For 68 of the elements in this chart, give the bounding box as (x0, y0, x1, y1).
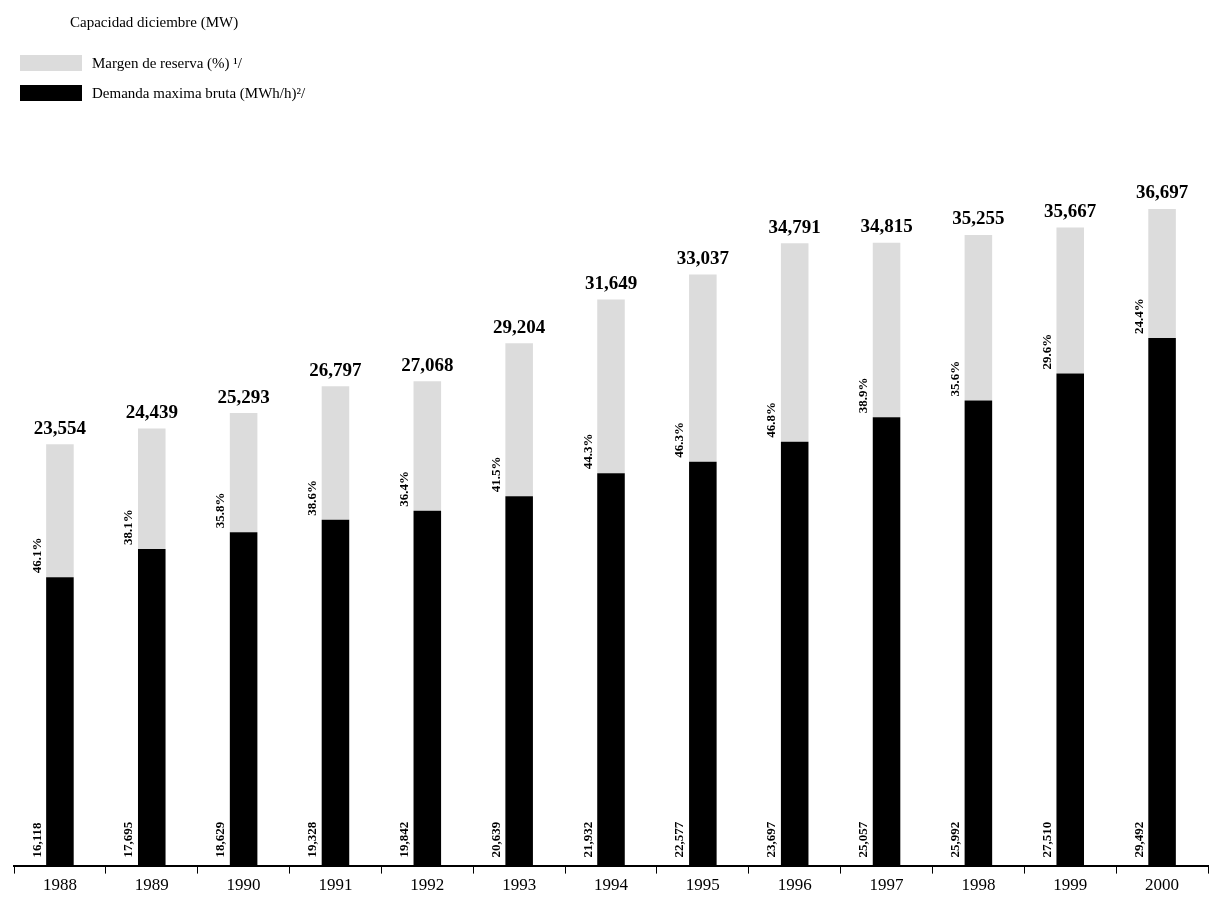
bar (413, 381, 442, 511)
data-label: 22,577 (671, 821, 687, 858)
bar (46, 444, 74, 578)
annotation: 24.4% (1130, 298, 1146, 334)
total-label: 24,439 (125, 400, 178, 422)
data-label: 27,510 (1038, 821, 1054, 858)
data-label: 17,695 (120, 821, 136, 858)
total-label: 27,068 (401, 353, 454, 375)
bar (505, 343, 533, 497)
bar (689, 274, 717, 462)
total-label: 35,255 (952, 207, 1005, 229)
x-tick-label: 2000 (1145, 875, 1180, 895)
bar (229, 413, 258, 533)
legend-label: Margen de reserva (%) ¹/ (92, 54, 242, 72)
annotation: 44.3% (579, 433, 595, 470)
annotation: 29.6% (1038, 333, 1054, 370)
data-label: 19,328 (304, 821, 320, 858)
bar (872, 242, 901, 418)
x-tick-label: 1998 (961, 875, 996, 895)
bar (597, 299, 625, 474)
annotation: 35.6% (946, 360, 962, 397)
x-tick-label: 1996 (777, 875, 812, 895)
total-label: 36,697 (1135, 181, 1189, 203)
total-label: 35,667 (1044, 199, 1097, 221)
total-label: 23,554 (33, 416, 87, 438)
total-label: 31,649 (584, 271, 638, 293)
x-tick-label: 1997 (869, 875, 905, 895)
bar (1148, 209, 1176, 338)
data-label: 29,492 (1130, 821, 1146, 858)
x-tick-label: 1995 (685, 875, 720, 895)
data-label: 25,057 (855, 821, 871, 858)
bar (1056, 227, 1085, 374)
x-tick-label: 1999 (1053, 875, 1088, 895)
legend-label: Demanda maxima bruta (MWh/h)²/ (92, 84, 306, 102)
annotation: 35.8% (212, 492, 228, 529)
bar (964, 234, 993, 401)
x-tick-label: 1989 (134, 875, 169, 895)
data-label: 20,639 (487, 821, 503, 858)
total-label: 29,204 (493, 315, 546, 337)
annotation: 46.3% (671, 421, 687, 458)
data-label: 19,842 (395, 821, 411, 858)
data-label: 25,992 (946, 821, 962, 858)
total-label: 25,293 (217, 385, 270, 407)
x-tick-label: 1994 (594, 875, 629, 895)
data-label: 18,629 (212, 821, 228, 858)
bar (137, 428, 166, 550)
annotation: 46.8% (763, 401, 779, 438)
x-tick-label: 1988 (42, 875, 77, 895)
annotation: 38.1% (120, 509, 136, 546)
data-label: 21,932 (579, 821, 595, 858)
x-tick-label: 1991 (318, 875, 353, 895)
annotation: 38.6% (304, 480, 320, 516)
data-label: 23,697 (763, 821, 779, 858)
total-label: 34,815 (860, 215, 913, 237)
bar (321, 386, 350, 520)
x-tick-label: 1990 (226, 875, 261, 895)
x-tick-label: 1992 (410, 875, 445, 895)
total-label: 26,797 (309, 358, 363, 380)
data-label: 16,118 (28, 822, 44, 858)
bar (780, 243, 809, 442)
annotation: 46.1% (28, 537, 44, 574)
x-tick-label: 1993 (502, 875, 537, 895)
annotation: 36.4% (395, 470, 411, 507)
annotation: 38.9% (855, 377, 871, 414)
total-label: 33,037 (676, 246, 730, 268)
total-label: 34,791 (768, 215, 821, 237)
chart-title: Capacidad diciembre (MW) (70, 14, 239, 31)
annotation: 41.5% (487, 456, 503, 493)
